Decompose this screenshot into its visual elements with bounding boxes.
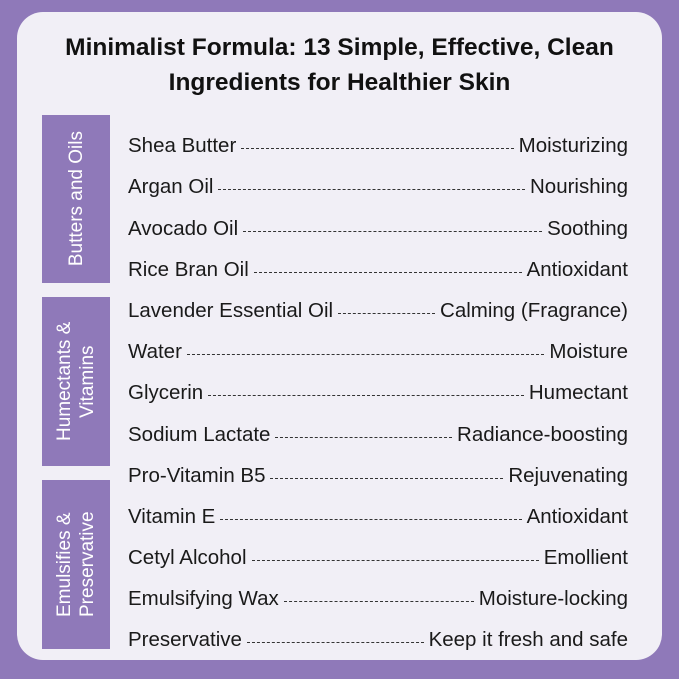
ingredient-row: Sodium Lactate Radiance-boosting [128,405,628,446]
dashed-leader [283,601,474,603]
category-humectants-vitamins: Humectants & Vitamins [42,297,110,466]
info-card [17,12,662,660]
ingredient-name: Shea Butter [128,134,237,158]
ingredient-name: Rice Bran Oil [128,257,249,281]
ingredient-name: Vitamin E [128,504,216,528]
ingredient-name: Cetyl Alcohol [128,546,247,570]
dashed-leader [338,312,436,314]
dashed-leader [208,395,524,397]
ingredient-benefit: Nourishing [530,175,628,199]
dashed-leader [186,354,545,356]
ingredient-row: Shea Butter Moisturizing [128,117,628,158]
ingredient-benefit: Moisture [549,340,628,364]
dashed-leader [275,436,453,438]
ingredient-name: Water [128,340,182,364]
dashed-leader [218,189,525,191]
ingredient-benefit: Rejuvenating [508,463,628,487]
category-label: Humectants & Vitamins [54,321,98,442]
ingredient-row: Rice Bran Oil Antioxidant [128,241,628,282]
ingredient-name: Pro-Vitamin B5 [128,463,266,487]
ingredient-benefit: Keep it fresh and safe [428,628,628,652]
ingredient-benefit: Calming (Fragrance) [440,298,628,322]
ingredient-benefit: Humectant [528,381,628,405]
dashed-leader [241,148,514,150]
ingredient-benefit: Emollient [543,546,628,570]
ingredient-row: Water Moisture [128,323,628,364]
ingredient-row: Cetyl Alcohol Emollient [128,529,628,570]
category-label: Butters and Oils [65,131,87,267]
ingredient-name: Emulsifying Wax [128,587,279,611]
ingredient-benefit: Antioxidant [526,504,628,528]
category-butters-oils: Butters and Oils [42,115,110,283]
ingredient-row: Argan Oil Nourishing [128,158,628,199]
ingredient-row: Glycerin Humectant [128,364,628,405]
ingredient-benefit: Antioxidant [526,257,628,281]
ingredient-name: Argan Oil [128,175,214,199]
ingredient-row: Preservative Keep it fresh and safe [128,611,628,652]
ingredient-row: Pro-Vitamin B5 Rejuvenating [128,447,628,488]
dashed-leader [253,271,522,273]
ingredient-list: Shea Butter Moisturizing Argan Oil Nourishi… [128,117,628,652]
page-title: Minimalist Formula: 13 Simple, Effective… [65,34,614,96]
category-emulsifiers-preservative: Emulsifies & Preservative [42,480,110,649]
dashed-leader [243,230,543,232]
dashed-leader [270,477,504,479]
ingredient-name: Lavender Essential Oil [128,298,334,322]
dashed-leader [251,560,539,562]
ingredient-benefit: Moisturizing [518,134,628,158]
ingredient-benefit: Soothing [547,216,628,240]
ingredient-benefit: Radiance-boosting [457,422,628,446]
ingredient-row: Lavender Essential Oil Calming (Fragrance… [128,282,628,323]
dashed-leader [246,642,424,644]
ingredient-row: Vitamin E Antioxidant [128,488,628,529]
ingredient-name: Avocado Oil [128,216,239,240]
ingredient-row: Avocado Oil Soothing [128,199,628,240]
ingredient-benefit: Moisture-locking [478,587,628,611]
ingredient-name: Preservative [128,628,242,652]
ingredient-name: Glycerin [128,381,204,405]
category-label: Emulsifies & Preservative [54,511,98,618]
dashed-leader [220,518,522,520]
ingredient-name: Sodium Lactate [128,422,271,446]
ingredient-row: Emulsifying Wax Moisture-locking [128,570,628,611]
